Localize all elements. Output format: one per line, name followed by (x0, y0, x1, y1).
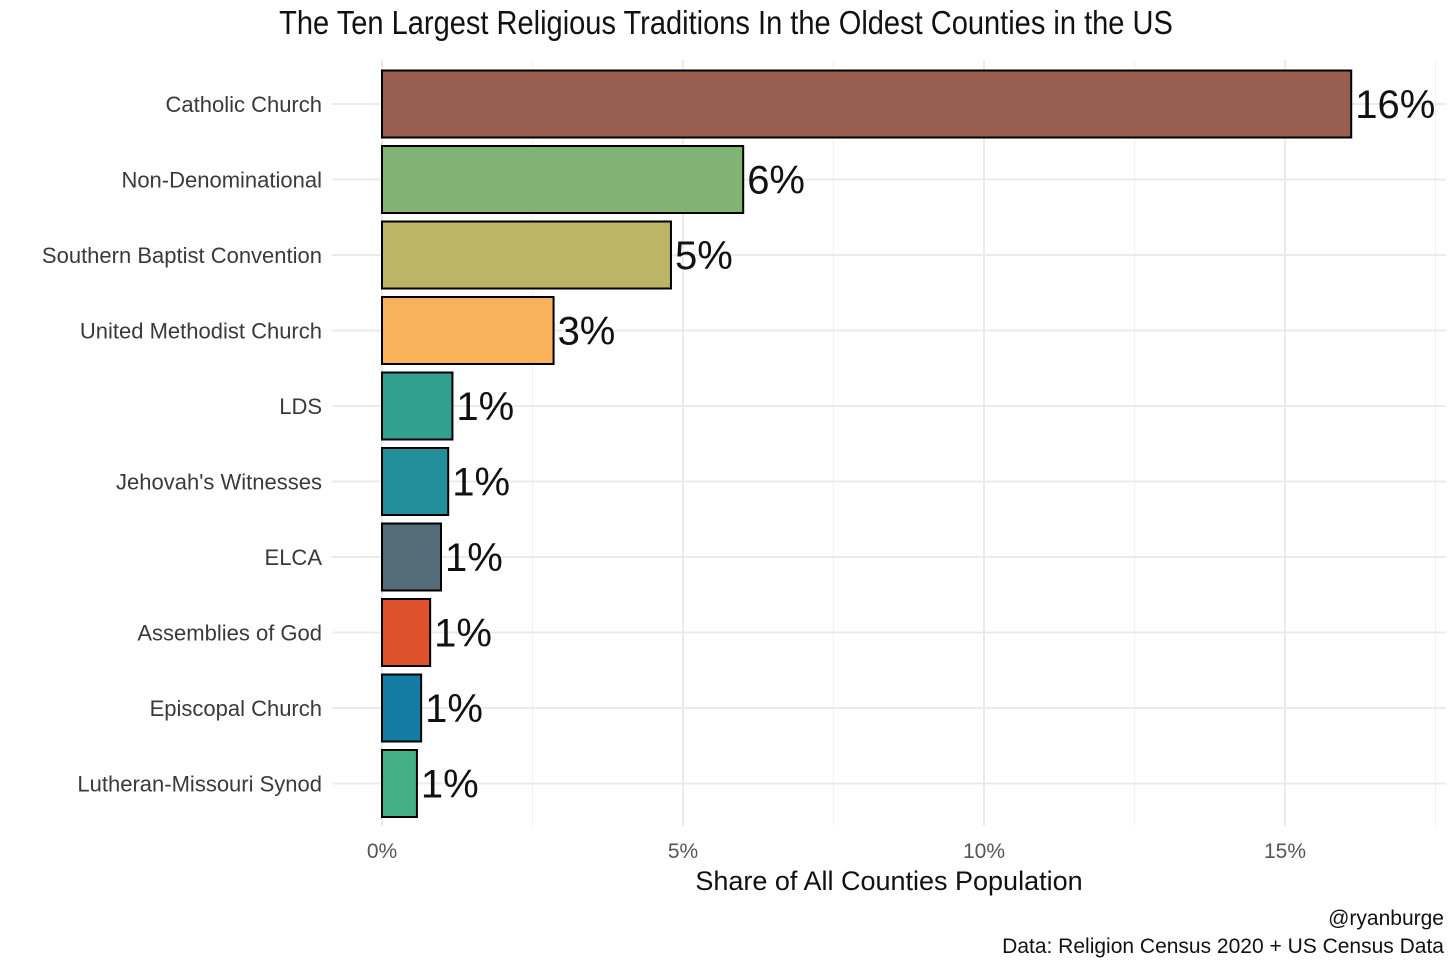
bar-lds (381, 371, 454, 441)
bar-assemblies-of-god (381, 598, 432, 667)
bar-elca (381, 522, 442, 592)
bar-southern-baptist-convention (381, 220, 672, 290)
x-tick-label: 10% (963, 840, 1005, 863)
value-label: 1% (434, 612, 492, 656)
category-label: ELCA (265, 545, 323, 570)
category-label: LDS (279, 394, 322, 419)
caption-source: Data: Religion Census 2020 + US Census D… (1002, 935, 1444, 958)
value-label: 1% (445, 536, 503, 580)
bar-episcopal-church (381, 673, 423, 743)
category-label: Lutheran-Missouri Synod (77, 772, 322, 797)
value-label: 1% (452, 461, 510, 505)
value-label: 3% (558, 310, 616, 354)
x-tick-label: 5% (668, 840, 698, 863)
chart-title: The Ten Largest Religious Traditions In … (279, 4, 1173, 41)
value-label: 5% (675, 234, 733, 278)
bar-jehovah-s-witnesses (381, 447, 450, 516)
x-axis-ticks: 0% 5% 10% 15% (367, 840, 1306, 863)
category-label: Episcopal Church (150, 696, 322, 721)
x-axis-title: Share of All Counties Population (695, 866, 1082, 896)
category-label: United Methodist Church (80, 319, 322, 344)
x-tick-label: 15% (1264, 840, 1306, 863)
bar-lutheran-missouri-synod (381, 749, 418, 818)
category-label: Non-Denominational (121, 168, 322, 193)
bar-catholic-church (381, 69, 1353, 139)
category-label: Catholic Church (165, 92, 322, 117)
bars (381, 69, 1353, 818)
category-label: Southern Baptist Convention (42, 243, 322, 268)
value-label: 6% (747, 159, 805, 203)
category-label: Jehovah's Witnesses (116, 470, 322, 495)
caption-handle: @ryanburge (1328, 907, 1444, 930)
value-labels: 16% 6% 5% 3% 1% 1% 1% 1% 1% 1% (421, 83, 1435, 807)
value-label: 1% (456, 385, 514, 429)
value-label: 1% (425, 687, 483, 731)
category-label: Assemblies of God (137, 621, 322, 646)
category-labels: Catholic Church Non-Denominational Souther… (42, 92, 322, 797)
x-tick-label: 0% (367, 840, 397, 863)
bar-non-denominational (381, 145, 745, 214)
bar-united-methodist-church (381, 296, 555, 365)
value-label: 1% (421, 763, 479, 807)
value-label: 16% (1355, 83, 1435, 127)
